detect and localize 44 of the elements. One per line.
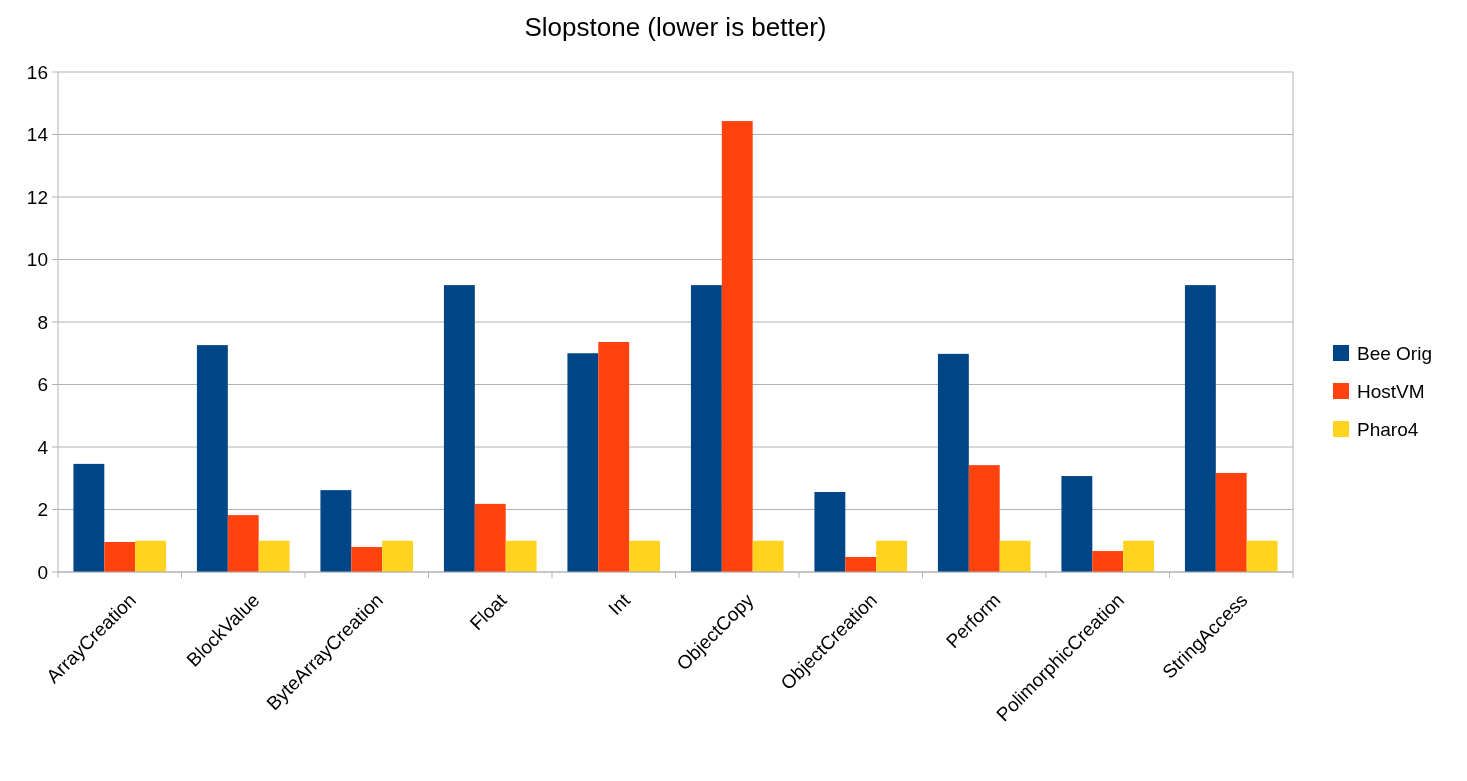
bar bbox=[382, 540, 414, 572]
y-tick-label: 14 bbox=[26, 124, 49, 146]
bar bbox=[876, 540, 908, 572]
bar bbox=[999, 540, 1031, 572]
y-tick-label: 16 bbox=[26, 61, 48, 83]
bar bbox=[752, 540, 784, 572]
bar bbox=[135, 540, 167, 572]
bar bbox=[937, 353, 969, 572]
y-tick-label: 2 bbox=[37, 499, 48, 521]
bar bbox=[443, 285, 475, 572]
bar bbox=[1184, 285, 1216, 572]
bar bbox=[968, 465, 1000, 572]
bar bbox=[351, 547, 383, 572]
bar bbox=[505, 540, 537, 572]
bar bbox=[196, 345, 228, 572]
bar bbox=[629, 540, 661, 572]
bar bbox=[1215, 472, 1247, 572]
y-tick-label: 6 bbox=[37, 374, 48, 396]
legend-label: Pharo4 bbox=[1357, 418, 1419, 440]
bar bbox=[1092, 551, 1124, 572]
legend-label: Bee Orig bbox=[1357, 342, 1432, 364]
bar bbox=[598, 342, 630, 572]
bar bbox=[814, 492, 846, 572]
x-tick-label: Int bbox=[604, 588, 635, 620]
bar bbox=[690, 285, 722, 572]
bar bbox=[73, 463, 105, 572]
y-tick-label: 8 bbox=[37, 311, 48, 333]
bar bbox=[1246, 540, 1278, 572]
bar bbox=[567, 353, 599, 572]
y-tick-label: 4 bbox=[37, 436, 49, 458]
bar bbox=[227, 515, 259, 572]
bar bbox=[258, 540, 290, 572]
bar bbox=[320, 490, 352, 572]
y-tick-label: 10 bbox=[26, 249, 48, 271]
y-tick-label: 0 bbox=[37, 561, 48, 583]
bar bbox=[721, 121, 753, 572]
chart-title: Slopstone (lower is better) bbox=[524, 12, 827, 42]
y-tick-label: 12 bbox=[26, 186, 48, 208]
legend-label: HostVM bbox=[1357, 380, 1425, 402]
bar bbox=[1061, 476, 1093, 572]
bar bbox=[104, 542, 136, 572]
bar bbox=[1123, 540, 1155, 572]
bar bbox=[845, 557, 877, 572]
bar bbox=[474, 503, 506, 572]
